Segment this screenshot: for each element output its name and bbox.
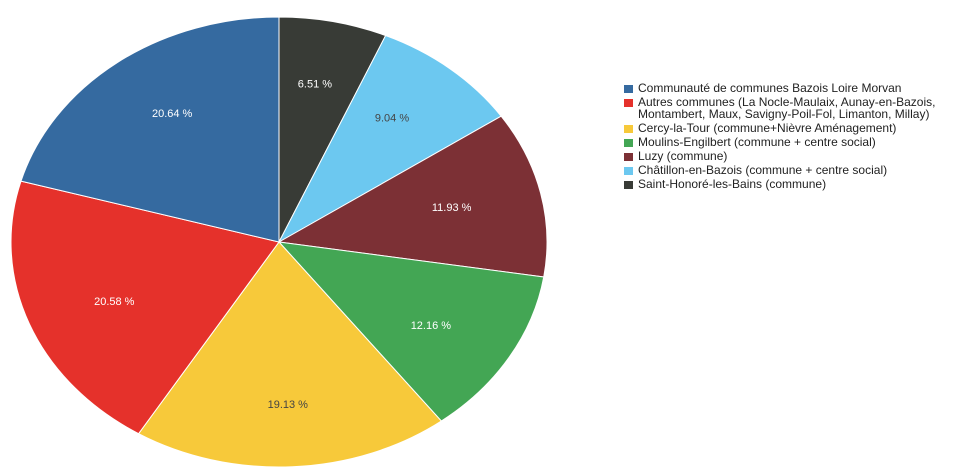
legend-label: Cercy-la-Tour (commune+Nièvre Aménagemen…: [638, 121, 897, 135]
legend-swatch: [624, 181, 633, 189]
chart-legend: Communauté de communes Bazois Loire Morv…: [624, 82, 953, 192]
slice-value-label: 20.64 %: [152, 108, 193, 120]
legend-swatch: [624, 125, 633, 133]
legend-item-bazois-loire-morvan: Communauté de communes Bazois Loire Morv…: [624, 82, 953, 94]
pie-slice: [20, 16, 280, 243]
pie-slice: [277, 115, 548, 278]
legend-swatch: [624, 167, 633, 175]
legend-label: Luzy (commune): [638, 149, 728, 163]
slice-value-label: 9.04 %: [375, 112, 409, 124]
slice-value-label: 12.16 %: [411, 320, 452, 332]
legend-label: Autres communes (La Nocle-Maulaix, Aunay…: [638, 95, 936, 121]
pie-slice: [137, 241, 443, 468]
pie-chart: 6.51 % 9.04 % 11.93 % 12.16 % 19.13 % 20.58 %…: [10, 16, 548, 468]
legend-swatch: [624, 153, 633, 161]
legend-swatch: [624, 85, 633, 93]
slice-value-label: 19.13 %: [268, 399, 309, 411]
legend-swatch: [624, 139, 633, 147]
pie-slice: [277, 34, 502, 244]
legend-item-autres-communes: Autres communes (La Nocle-Maulaix, Aunay…: [624, 96, 953, 120]
legend-item-chatillon-en-bazois: Châtillon-en-Bazois (commune + centre so…: [624, 164, 953, 176]
legend-item-moulins-engilbert: Moulins-Engilbert (commune + centre soci…: [624, 136, 953, 148]
legend-label: Moulins-Engilbert (commune + centre soci…: [638, 135, 876, 149]
slice-value-label: 20.58 %: [94, 296, 135, 308]
legend-item-luzy: Luzy (commune): [624, 150, 953, 162]
pie-slice: [278, 16, 387, 243]
legend-item-cercy-la-tour: Cercy-la-Tour (commune+Nièvre Aménagemen…: [624, 122, 953, 134]
pie-slice: [10, 180, 280, 435]
legend-item-saint-honore-les-bains: Saint-Honoré-les-Bains (commune): [624, 178, 953, 190]
pie-slice: [277, 241, 545, 422]
slice-value-label: 11.93 %: [432, 202, 472, 214]
slice-value-label: 6.51 %: [298, 78, 332, 90]
legend-label: Communauté de communes Bazois Loire Morv…: [638, 81, 902, 95]
legend-label: Saint-Honoré-les-Bains (commune): [638, 177, 827, 191]
legend-label: Châtillon-en-Bazois (commune + centre so…: [638, 163, 888, 177]
legend-swatch: [624, 99, 633, 107]
